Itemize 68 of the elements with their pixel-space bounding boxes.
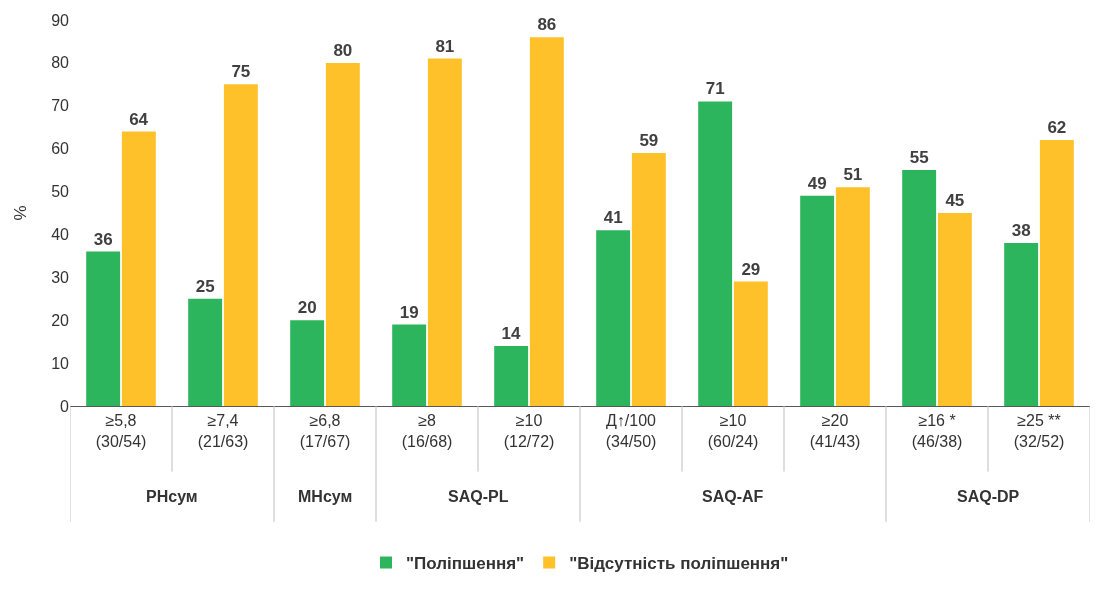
bar bbox=[631, 152, 666, 406]
y-tick-label: 50 bbox=[51, 183, 70, 201]
x-tick-label: ≥7,4 (21/63) bbox=[197, 412, 249, 450]
x-tick-label: ≥20 (41/43) bbox=[809, 412, 861, 450]
x-tick-label: ≥16 * (46/38) bbox=[911, 412, 963, 450]
data-label: 80 bbox=[333, 40, 353, 60]
data-label: 20 bbox=[297, 298, 317, 318]
bar bbox=[494, 345, 529, 406]
data-label: 51 bbox=[843, 165, 863, 185]
bar bbox=[529, 37, 564, 406]
y-tick-label: 80 bbox=[51, 54, 70, 72]
bar bbox=[733, 281, 768, 406]
data-label: 29 bbox=[741, 259, 761, 279]
data-label: 45 bbox=[945, 191, 965, 210]
text: SAQ-DP bbox=[957, 488, 1020, 505]
bar bbox=[188, 298, 223, 406]
bar bbox=[835, 187, 870, 406]
bar bbox=[800, 195, 835, 406]
data-label: 81 bbox=[435, 36, 455, 56]
data-label: 59 bbox=[639, 130, 659, 150]
x-tick-label: ≥5,8 (30/54) bbox=[95, 412, 147, 450]
bar bbox=[427, 58, 462, 406]
bar bbox=[392, 324, 427, 406]
bar bbox=[1039, 140, 1074, 406]
text: SAQ-AF bbox=[702, 488, 764, 505]
y-tick-label: 20 bbox=[51, 311, 70, 329]
x-tick-label: ≥6,8 (17/67) bbox=[299, 412, 351, 450]
text: РНсум bbox=[146, 488, 198, 505]
data-label: 49 bbox=[807, 173, 827, 193]
data-label: 71 bbox=[705, 79, 725, 99]
data-label: 62 bbox=[1047, 118, 1067, 138]
y-tick-label: 70 bbox=[51, 97, 70, 115]
legend-label: "Відсутність поліпшення" bbox=[569, 554, 789, 574]
legend-label: "Поліпшення" bbox=[406, 554, 525, 574]
x-tick-label: ≥10 (12/72) bbox=[503, 412, 555, 450]
x-tick-label: ≥10 (60/24) bbox=[707, 412, 759, 450]
data-label: 75 bbox=[231, 62, 251, 82]
y-axis-title: % bbox=[11, 205, 30, 221]
data-label: 19 bbox=[399, 302, 419, 322]
y-tick-label: 10 bbox=[51, 354, 70, 372]
bar bbox=[937, 213, 972, 406]
bar bbox=[325, 62, 360, 406]
bar bbox=[223, 84, 258, 406]
x-tick-label: ≥8 (16/68) bbox=[401, 412, 453, 450]
bar bbox=[121, 131, 156, 406]
y-tick-label: 0 bbox=[60, 397, 70, 415]
data-label: 55 bbox=[909, 148, 929, 168]
x-tick-label: ≥25 ** (32/52) bbox=[1013, 412, 1065, 450]
bar bbox=[902, 170, 937, 406]
text: МНсум bbox=[298, 488, 353, 505]
bar bbox=[698, 101, 733, 406]
data-label: 41 bbox=[603, 208, 623, 228]
y-tick-label: 60 bbox=[51, 140, 70, 158]
y-tick-label: 40 bbox=[51, 226, 70, 244]
data-label: 36 bbox=[93, 229, 113, 249]
text: SAQ-PL bbox=[448, 488, 509, 505]
data-label: 38 bbox=[1011, 221, 1031, 241]
y-tick-label: 90 bbox=[51, 11, 70, 29]
bar bbox=[596, 230, 631, 406]
bar bbox=[1004, 243, 1039, 406]
data-label: 25 bbox=[195, 276, 215, 296]
data-label: 14 bbox=[501, 323, 521, 343]
x-tick-label: Д↑/100 (34/50) bbox=[605, 412, 657, 450]
bar bbox=[86, 251, 121, 406]
bar bbox=[290, 320, 325, 406]
data-label: 86 bbox=[537, 15, 557, 35]
data-label: 64 bbox=[129, 109, 149, 129]
y-tick-label: 30 bbox=[51, 268, 70, 286]
